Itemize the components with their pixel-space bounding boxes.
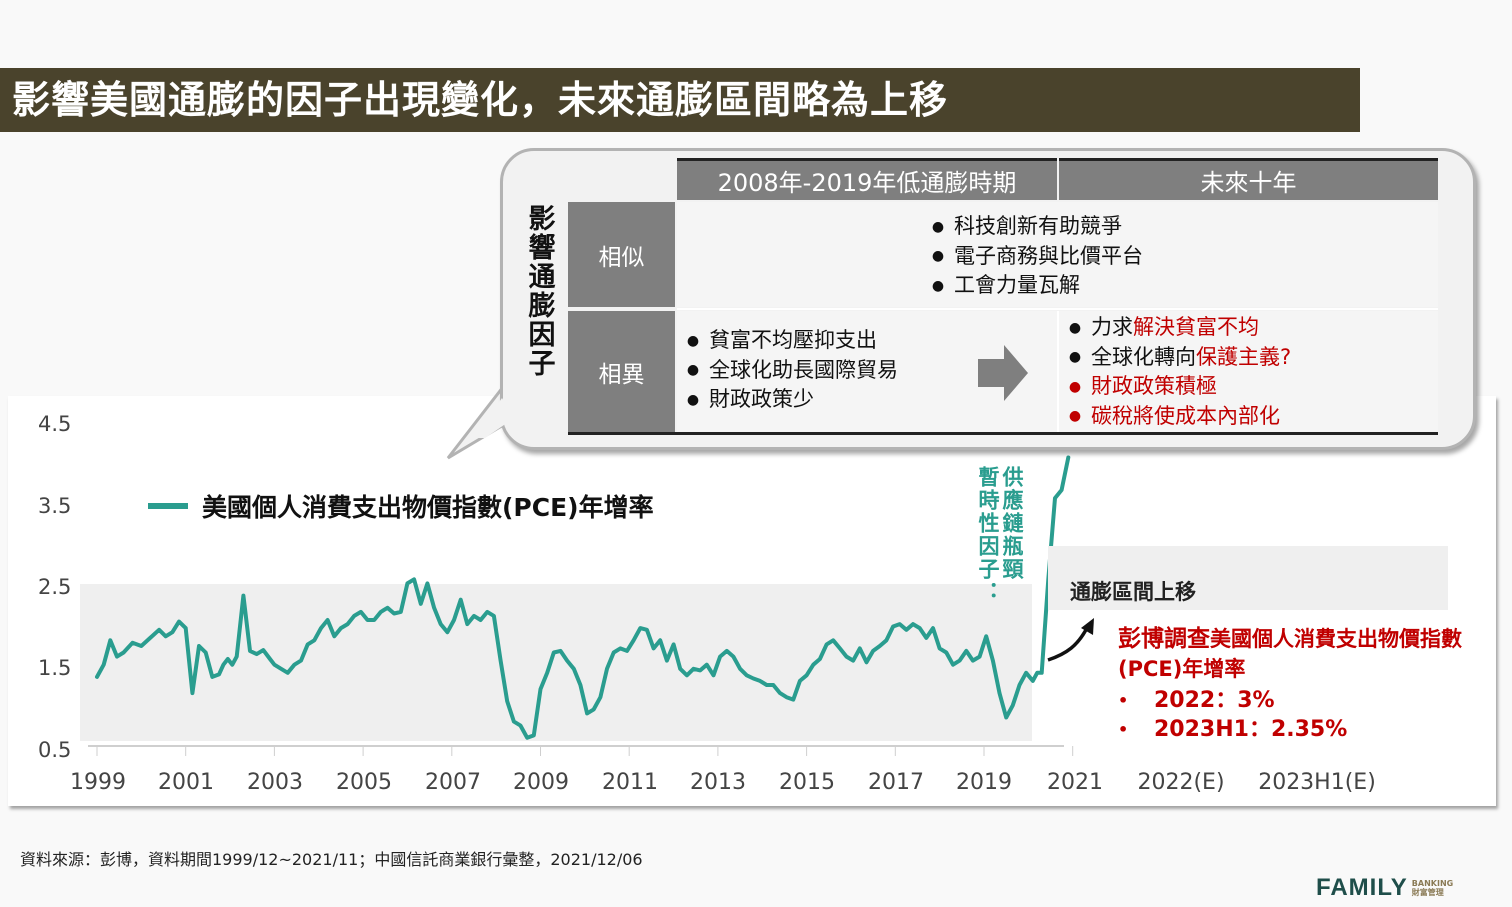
x-tick-2019: 2019: [956, 770, 1012, 795]
y-tick-4-5: 4.5: [38, 412, 72, 436]
future-item: ● 全球化轉向保護主義?: [1068, 344, 1292, 369]
different-future-cell: ● 力求解決貧富不均 ● 全球化轉向保護主義? ● 財政政策積極 ● 碳稅將使成本內部化: [1059, 311, 1438, 432]
pointer-arrow-icon: [1047, 625, 1090, 662]
chart-legend: 美國個人消費支出物價指數(PCE)年增率: [148, 488, 654, 524]
col-divider: [1057, 311, 1059, 432]
factor-vertical-label: 影響通膨因子: [528, 204, 556, 380]
future-item: ● 力求解決貧富不均: [1068, 315, 1259, 339]
past-item: ● 財政政策少: [686, 387, 814, 411]
low-inflation-band: [80, 584, 1032, 741]
row-divider: [677, 308, 1438, 310]
pce-line-chart: [80, 455, 1094, 756]
x-tick-2023h1e: 2023H1(E): [1258, 770, 1376, 795]
annotation-temporary-factor: 暫時性因子：: [976, 466, 1000, 604]
title-bar: 影響美國通膨的因子出現變化，未來通膨區間略為上移: [0, 68, 1360, 132]
forecast-list: • 2022：3% • 2023H1：2.35%: [1118, 686, 1478, 744]
different-past-cell: ● 貧富不均壓抑支出 ● 全球化助長國際貿易 ● 財政政策少: [677, 311, 1057, 432]
pce-series-line: [95, 455, 1071, 740]
forecast-note: 彭博調查美國個人消費支出物價指數(PCE)年增率 • 2022：3% • 2023H…: [1118, 624, 1478, 744]
arrow-right-icon: [978, 345, 1028, 401]
x-tick-2021: 2021: [1047, 770, 1103, 795]
similar-item: ● 科技創新有助競爭: [931, 214, 1122, 238]
source-note: 資料來源：彭博，資料期間1999/12~2021/11；中國信託商業銀行彙整，2…: [20, 850, 643, 869]
similar-cell: ● 科技創新有助競爭 ● 電子商務與比價平台 ● 工會力量瓦解: [677, 202, 1438, 307]
chart-panel: 4.5 3.5 2.5 1.5 0.5 1999 2001 2003 2005 …: [8, 396, 1496, 806]
family-banking-logo: FAMILY BANKING 財富管理: [1316, 874, 1453, 902]
table-bottom-rule: [568, 432, 1438, 435]
callout-tail-fill-icon: [473, 398, 514, 438]
past-item: ● 貧富不均壓抑支出: [686, 328, 877, 352]
similar-item: ● 工會力量瓦解: [931, 273, 1080, 297]
pointer-arrowhead-icon: [1081, 618, 1094, 635]
col-header-future: 未來十年: [1059, 158, 1438, 200]
col-header-past: 2008年-2019年低通膨時期: [677, 158, 1057, 200]
future-item: ● 財政政策積極: [1068, 374, 1217, 398]
x-tick-1999: 1999: [70, 770, 126, 795]
x-tick-2015: 2015: [779, 770, 835, 795]
y-tick-3-5: 3.5: [38, 494, 72, 518]
annotation-supply-chain: 供應鏈瓶頸: [1000, 466, 1024, 581]
y-tick-2-5: 2.5: [38, 575, 72, 599]
future-item: ● 碳稅將使成本內部化: [1068, 403, 1280, 428]
forecast-title: 彭博調查美國個人消費支出物價指數(PCE)年增率: [1118, 626, 1462, 681]
logo-subtext: BANKING 財富管理: [1411, 879, 1454, 897]
legend-line-swatch-icon: [148, 503, 188, 509]
page-title: 影響美國通膨的因子出現變化，未來通膨區間略為上移: [12, 78, 949, 122]
range-label: 通膨區間上移: [1070, 580, 1196, 604]
row-header-similar: 相似: [568, 202, 675, 307]
x-tick-2013: 2013: [690, 770, 746, 795]
y-tick-0-5: 0.5: [38, 738, 72, 762]
x-tick-2001: 2001: [158, 770, 214, 795]
x-tick-2005: 2005: [336, 770, 392, 795]
y-tick-1-5: 1.5: [38, 656, 72, 680]
past-item: ● 全球化助長國際貿易: [686, 357, 898, 382]
forecast-item-2022: • 2022：3%: [1118, 688, 1275, 713]
similar-item: ● 電子商務與比價平台: [931, 243, 1143, 268]
legend-label: 美國個人消費支出物價指數(PCE)年增率: [202, 493, 654, 522]
x-tick-2009: 2009: [513, 770, 569, 795]
x-axis-ticks: [96, 746, 1074, 756]
x-tick-2017: 2017: [868, 770, 924, 795]
row-header-different: 相異: [568, 311, 675, 432]
x-tick-2007: 2007: [425, 770, 481, 795]
logo-text: FAMILY: [1316, 874, 1408, 901]
inflation-range-band: 通膨區間上移: [1048, 546, 1448, 610]
forecast-item-2023h1: • 2023H1：2.35%: [1118, 717, 1348, 742]
x-tick-2011: 2011: [602, 770, 658, 795]
x-tick-2003: 2003: [247, 770, 303, 795]
x-tick-2022e: 2022(E): [1137, 770, 1225, 795]
